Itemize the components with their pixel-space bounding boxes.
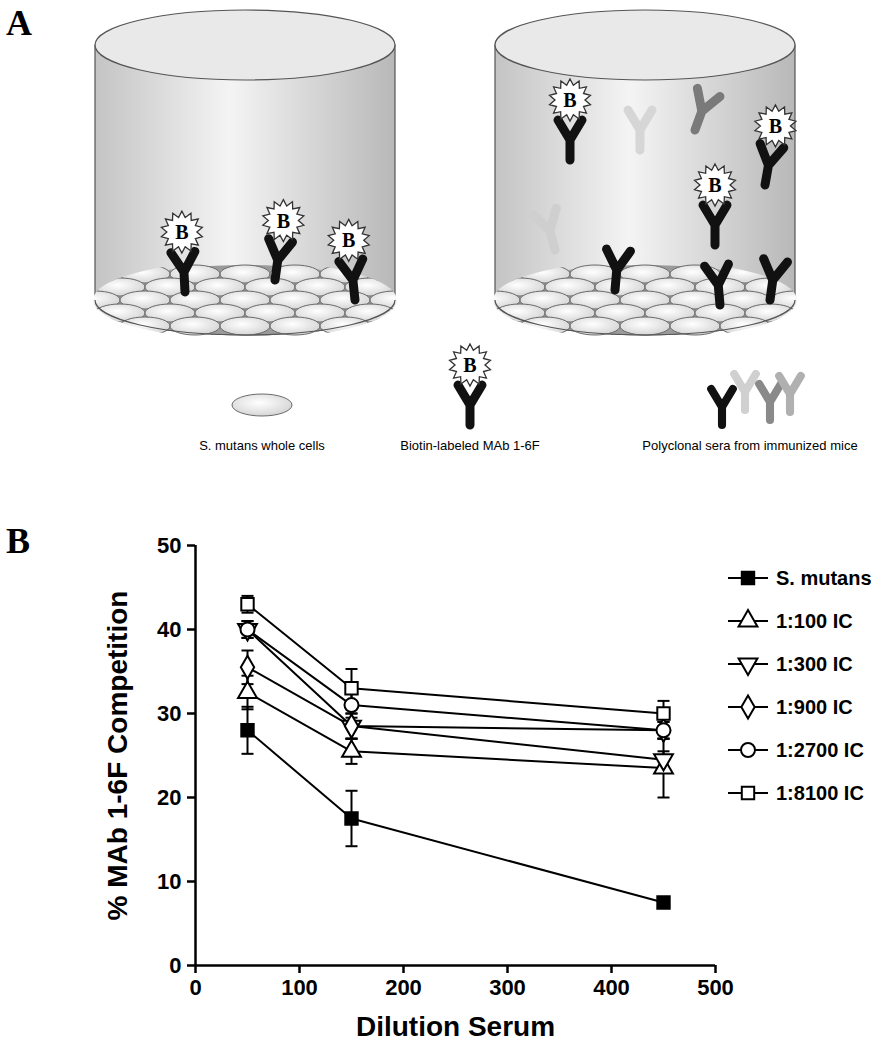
svg-text:Biotin-labeled MAb 1-6F: Biotin-labeled MAb 1-6F — [400, 438, 540, 453]
svg-text:20: 20 — [157, 785, 181, 810]
svg-text:S. mutans whole cells: S. mutans whole cells — [199, 438, 325, 453]
svg-text:B: B — [463, 354, 476, 376]
svg-text:% MAb 1-6F Competition: % MAb 1-6F Competition — [102, 591, 133, 921]
svg-text:0: 0 — [189, 975, 201, 1000]
svg-text:B: B — [563, 89, 576, 111]
svg-text:Dilution Serum: Dilution Serum — [356, 1011, 555, 1042]
svg-text:S. mutans: S. mutans — [776, 567, 872, 589]
svg-text:B: B — [769, 115, 782, 137]
svg-text:400: 400 — [593, 975, 630, 1000]
svg-text:1:2700 IC: 1:2700 IC — [776, 739, 864, 761]
svg-text:0: 0 — [169, 953, 181, 978]
svg-text:300: 300 — [489, 975, 526, 1000]
html-text:A: A — [6, 3, 32, 43]
svg-text:B: B — [342, 229, 355, 251]
svg-text:B: B — [175, 221, 188, 243]
svg-text:100: 100 — [281, 975, 318, 1000]
svg-text:B: B — [277, 210, 290, 232]
html-text:B: B — [6, 521, 30, 561]
svg-text:Polyclonal sera from immunized: Polyclonal sera from immunized mice — [642, 438, 857, 453]
svg-text:30: 30 — [157, 701, 181, 726]
svg-text:B: B — [708, 174, 721, 196]
svg-text:40: 40 — [157, 617, 181, 642]
svg-text:200: 200 — [385, 975, 422, 1000]
svg-text:1:100 IC: 1:100 IC — [776, 610, 853, 632]
svg-text:1:900 IC: 1:900 IC — [776, 696, 853, 718]
svg-text:1:300 IC: 1:300 IC — [776, 653, 853, 675]
svg-text:10: 10 — [157, 869, 181, 894]
svg-text:1:8100 IC: 1:8100 IC — [776, 782, 864, 804]
svg-text:50: 50 — [157, 533, 181, 558]
svg-text:500: 500 — [697, 975, 734, 1000]
